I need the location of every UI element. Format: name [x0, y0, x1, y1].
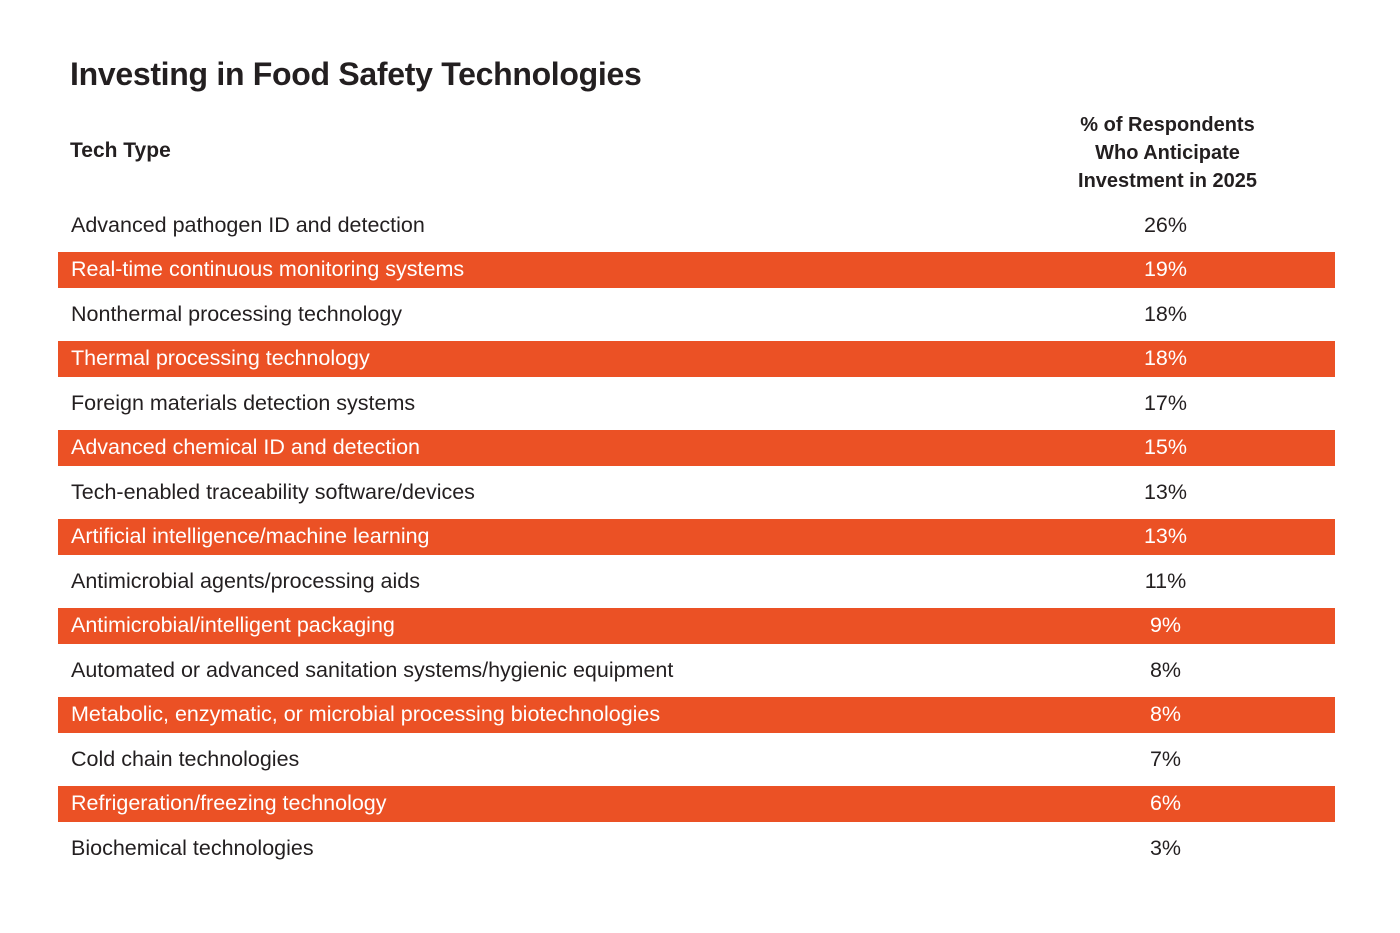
row-value: 18%: [1143, 301, 1188, 326]
row-value: 18%: [1143, 346, 1188, 370]
row-label: Advanced pathogen ID and detection: [71, 212, 425, 237]
row-label: Artificial intelligence/machine learning: [71, 524, 430, 548]
row-label: Metabolic, enzymatic, or microbial proce…: [71, 702, 661, 726]
table-row: Cold chain technologies 7%: [58, 741, 1335, 777]
column-header-tech-type: Tech Type: [70, 139, 171, 162]
row-label: Real-time continuous monitoring systems: [71, 257, 465, 281]
row-label: Cold chain technologies: [71, 746, 300, 771]
row-value: 3%: [1149, 835, 1182, 860]
row-value: 7%: [1149, 746, 1182, 771]
table-row: Tech-enabled traceability software/devic…: [58, 474, 1335, 510]
table-row: Metabolic, enzymatic, or microbial proce…: [58, 696, 1335, 733]
row-label: Biochemical technologies: [71, 835, 314, 860]
row-value: 8%: [1149, 702, 1182, 726]
row-label: Nonthermal processing technology: [71, 301, 403, 326]
column-header-line-2: Who Anticipate: [1095, 142, 1240, 164]
table-row: Biochemical technologies 3%: [58, 830, 1335, 866]
row-label: Refrigeration/freezing technology: [71, 791, 387, 815]
row-value: 9%: [1149, 613, 1182, 637]
table-row: Artificial intelligence/machine learning…: [58, 518, 1335, 555]
row-value: 6%: [1149, 791, 1182, 815]
table-row: Foreign materials detection systems 17%: [58, 385, 1335, 421]
row-label: Advanced chemical ID and detection: [71, 435, 420, 459]
row-value: 26%: [1143, 212, 1188, 237]
table-row: Automated or advanced sanitation systems…: [58, 652, 1335, 688]
row-value: 8%: [1149, 657, 1182, 682]
row-label: Automated or advanced sanitation systems…: [71, 657, 674, 682]
row-value: 19%: [1143, 257, 1188, 281]
table-row: Antimicrobial agents/processing aids 11%: [58, 563, 1335, 599]
column-header-line-3: Investment in 2025: [1078, 170, 1257, 192]
page-title: Investing in Food Safety Technologies: [70, 56, 642, 92]
table-row: Advanced chemical ID and detection 15%: [58, 429, 1335, 466]
table-row: Thermal processing technology 18%: [58, 340, 1335, 377]
table-row: Refrigeration/freezing technology 6%: [58, 785, 1335, 822]
row-label: Antimicrobial agents/processing aids: [71, 568, 420, 593]
column-header-percent-respondents: % of Respondents Who Anticipate Investme…: [1040, 111, 1295, 195]
row-label: Foreign materials detection systems: [71, 390, 416, 415]
row-value: 17%: [1143, 390, 1188, 415]
row-label: Tech-enabled traceability software/devic…: [71, 479, 475, 504]
table-row: Advanced pathogen ID and detection 26%: [58, 207, 1335, 243]
table-row: Nonthermal processing technology 18%: [58, 296, 1335, 332]
row-label: Thermal processing technology: [71, 346, 370, 370]
table-row: Antimicrobial/intelligent packaging 9%: [58, 607, 1335, 644]
row-value: 13%: [1143, 524, 1188, 548]
table-row: Real-time continuous monitoring systems …: [58, 251, 1335, 288]
row-label: Antimicrobial/intelligent packaging: [71, 613, 395, 637]
row-value: 15%: [1143, 435, 1188, 459]
row-value: 11%: [1144, 568, 1187, 593]
tech-table: Advanced pathogen ID and detection 26% R…: [58, 207, 1335, 875]
column-header-line-1: % of Respondents: [1080, 114, 1255, 136]
row-value: 13%: [1143, 479, 1188, 504]
